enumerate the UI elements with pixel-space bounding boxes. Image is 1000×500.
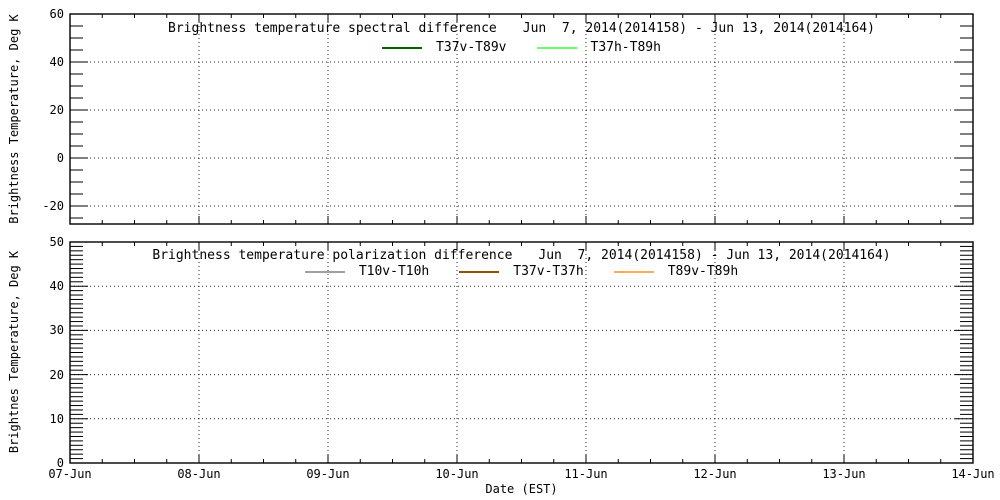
legend-top-chart: T37v-T89v T37h-T89h	[70, 40, 973, 55]
x-tick-label: 09-Jun	[306, 467, 350, 481]
y-tick-label: 60	[49, 7, 64, 21]
legend-line-swatch	[536, 46, 577, 49]
legend-entry: T37v-T37h	[459, 264, 584, 279]
legend-label: T37h-T89h	[590, 40, 661, 55]
chart-title: Brightness temperature polarization diff…	[152, 248, 513, 263]
x-tick-label: 07-Jun	[48, 467, 92, 481]
legend-label: T10v-T10h	[358, 264, 430, 279]
x-tick-label: 10-Jun	[435, 467, 479, 481]
plot-frame	[69, 13, 974, 225]
legend-line-swatch	[382, 46, 423, 49]
legend-line-swatch	[304, 270, 345, 273]
legend-bottom-chart: T10v-T10h T37v-T37h T89v-T89h	[70, 264, 973, 279]
legend-entry: T37v-T89v	[382, 40, 507, 55]
x-tick-label: 11-Jun	[564, 467, 608, 481]
y-axis-label-top: Brightness Temperature, Deg K	[7, 14, 21, 224]
legend-line-swatch	[613, 270, 654, 273]
y-tick-label: 10	[49, 411, 64, 426]
x-axis-label: Date (EST)	[485, 482, 558, 496]
plot-frame	[69, 241, 974, 464]
y-tick-label: 0	[56, 456, 64, 470]
chart-date-range: Jun 7, 2014(2014158) - Jun 13, 2014(2014…	[538, 248, 891, 263]
chart-title-row-bottom: Brightness temperature polarization diff…	[70, 248, 973, 263]
legend-label: T37v-T89v	[436, 40, 507, 55]
y-tick-label: 40	[49, 55, 64, 69]
chart-title: Brightness temperature spectral differen…	[168, 21, 497, 36]
legend-entry: T89v-T89h	[613, 264, 739, 279]
x-tick-label: 13-Jun	[822, 467, 866, 481]
x-tick-label: 08-Jun	[177, 467, 221, 481]
y-tick-label: 20	[49, 367, 64, 382]
chart-title-row-top: Brightness temperature spectral differen…	[70, 21, 973, 36]
y-tick-label: 30	[49, 323, 64, 338]
legend-entry: T37h-T89h	[536, 40, 661, 55]
y-tick-label: -20	[42, 199, 64, 213]
y-tick-label: 40	[49, 279, 64, 294]
y-tick-label: 50	[49, 235, 64, 249]
y-tick-label: 20	[49, 103, 64, 117]
chart-date-range: Jun 7, 2014(2014158) - Jun 13, 2014(2014…	[522, 21, 875, 36]
y-tick-label: 0	[56, 151, 64, 165]
legend-line-swatch	[459, 270, 500, 273]
x-tick-label: 14-Jun	[951, 467, 995, 481]
legend-label: T89v-T89h	[667, 264, 739, 279]
x-tick-label: 12-Jun	[693, 467, 737, 481]
legend-entry: T10v-T10h	[304, 264, 430, 279]
y-axis-label-bottom: Brightnes Temperature, Deg K	[7, 250, 21, 454]
legend-label: T37v-T37h	[513, 264, 584, 279]
